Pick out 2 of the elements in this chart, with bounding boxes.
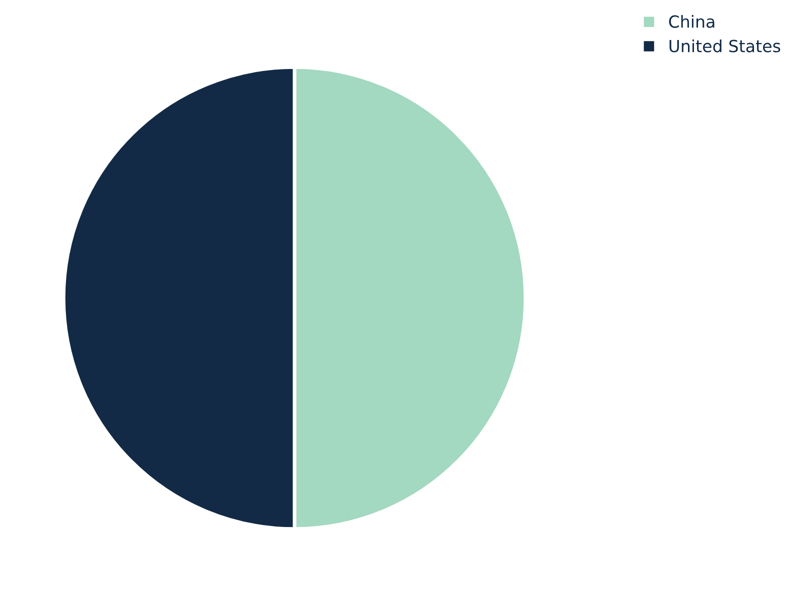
legend-label: China — [669, 15, 714, 28]
legend-label: United States — [670, 39, 780, 52]
